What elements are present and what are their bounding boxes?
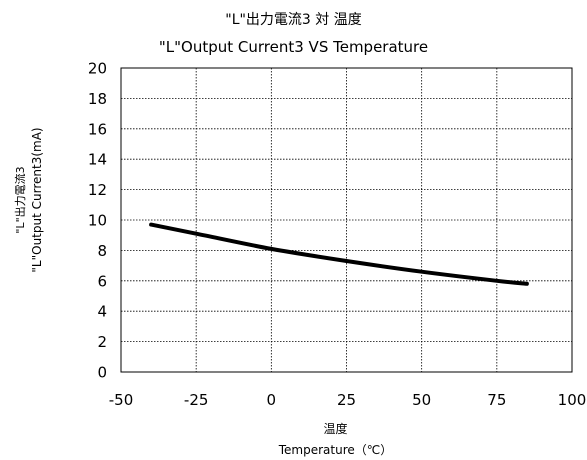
x-tick-label: 0	[267, 391, 277, 409]
grid-lines	[121, 68, 572, 372]
x-axis-label-jp: 温度	[323, 422, 348, 436]
y-tick-label: 14	[88, 151, 107, 169]
chart-subtitle: "L"Output Current3 VS Temperature	[158, 38, 429, 56]
x-axis-label-en: Temperature（℃）	[278, 443, 393, 457]
y-tick-label: 18	[88, 90, 107, 108]
y-tick-label: 2	[97, 333, 107, 351]
x-tick-label: 25	[337, 391, 356, 409]
y-tick-label: 4	[97, 303, 107, 321]
y-tick-label: 6	[97, 272, 107, 290]
y-axis-ticks: 0 2 4 6 8 10 12 14 16 18 20	[88, 60, 107, 382]
series-group	[149, 222, 529, 286]
x-tick-label: -25	[184, 391, 209, 409]
x-tick-label: 100	[558, 391, 587, 409]
y-axis-label-jp: "L"出力電流3	[13, 166, 27, 233]
y-tick-label: 0	[97, 364, 107, 382]
y-axis-label-en: "L"Output Current3(mA)	[30, 127, 44, 272]
y-tick-label: 16	[88, 120, 107, 138]
y-tick-label: 10	[88, 212, 107, 230]
y-tick-label: 12	[88, 181, 107, 199]
x-tick-label: 50	[412, 391, 431, 409]
chart-title: "L"出力電流3 対 温度	[225, 12, 362, 28]
series-line	[149, 222, 529, 286]
x-axis-ticks: -50 -25 0 25 50 75 100	[109, 391, 587, 409]
y-axis-label: "L"出力電流3 "L"Output Current3(mA)	[13, 127, 44, 272]
x-tick-label: 75	[487, 391, 506, 409]
y-tick-label: 20	[88, 60, 107, 78]
y-tick-label: 8	[97, 242, 107, 260]
x-tick-label: -50	[109, 391, 134, 409]
